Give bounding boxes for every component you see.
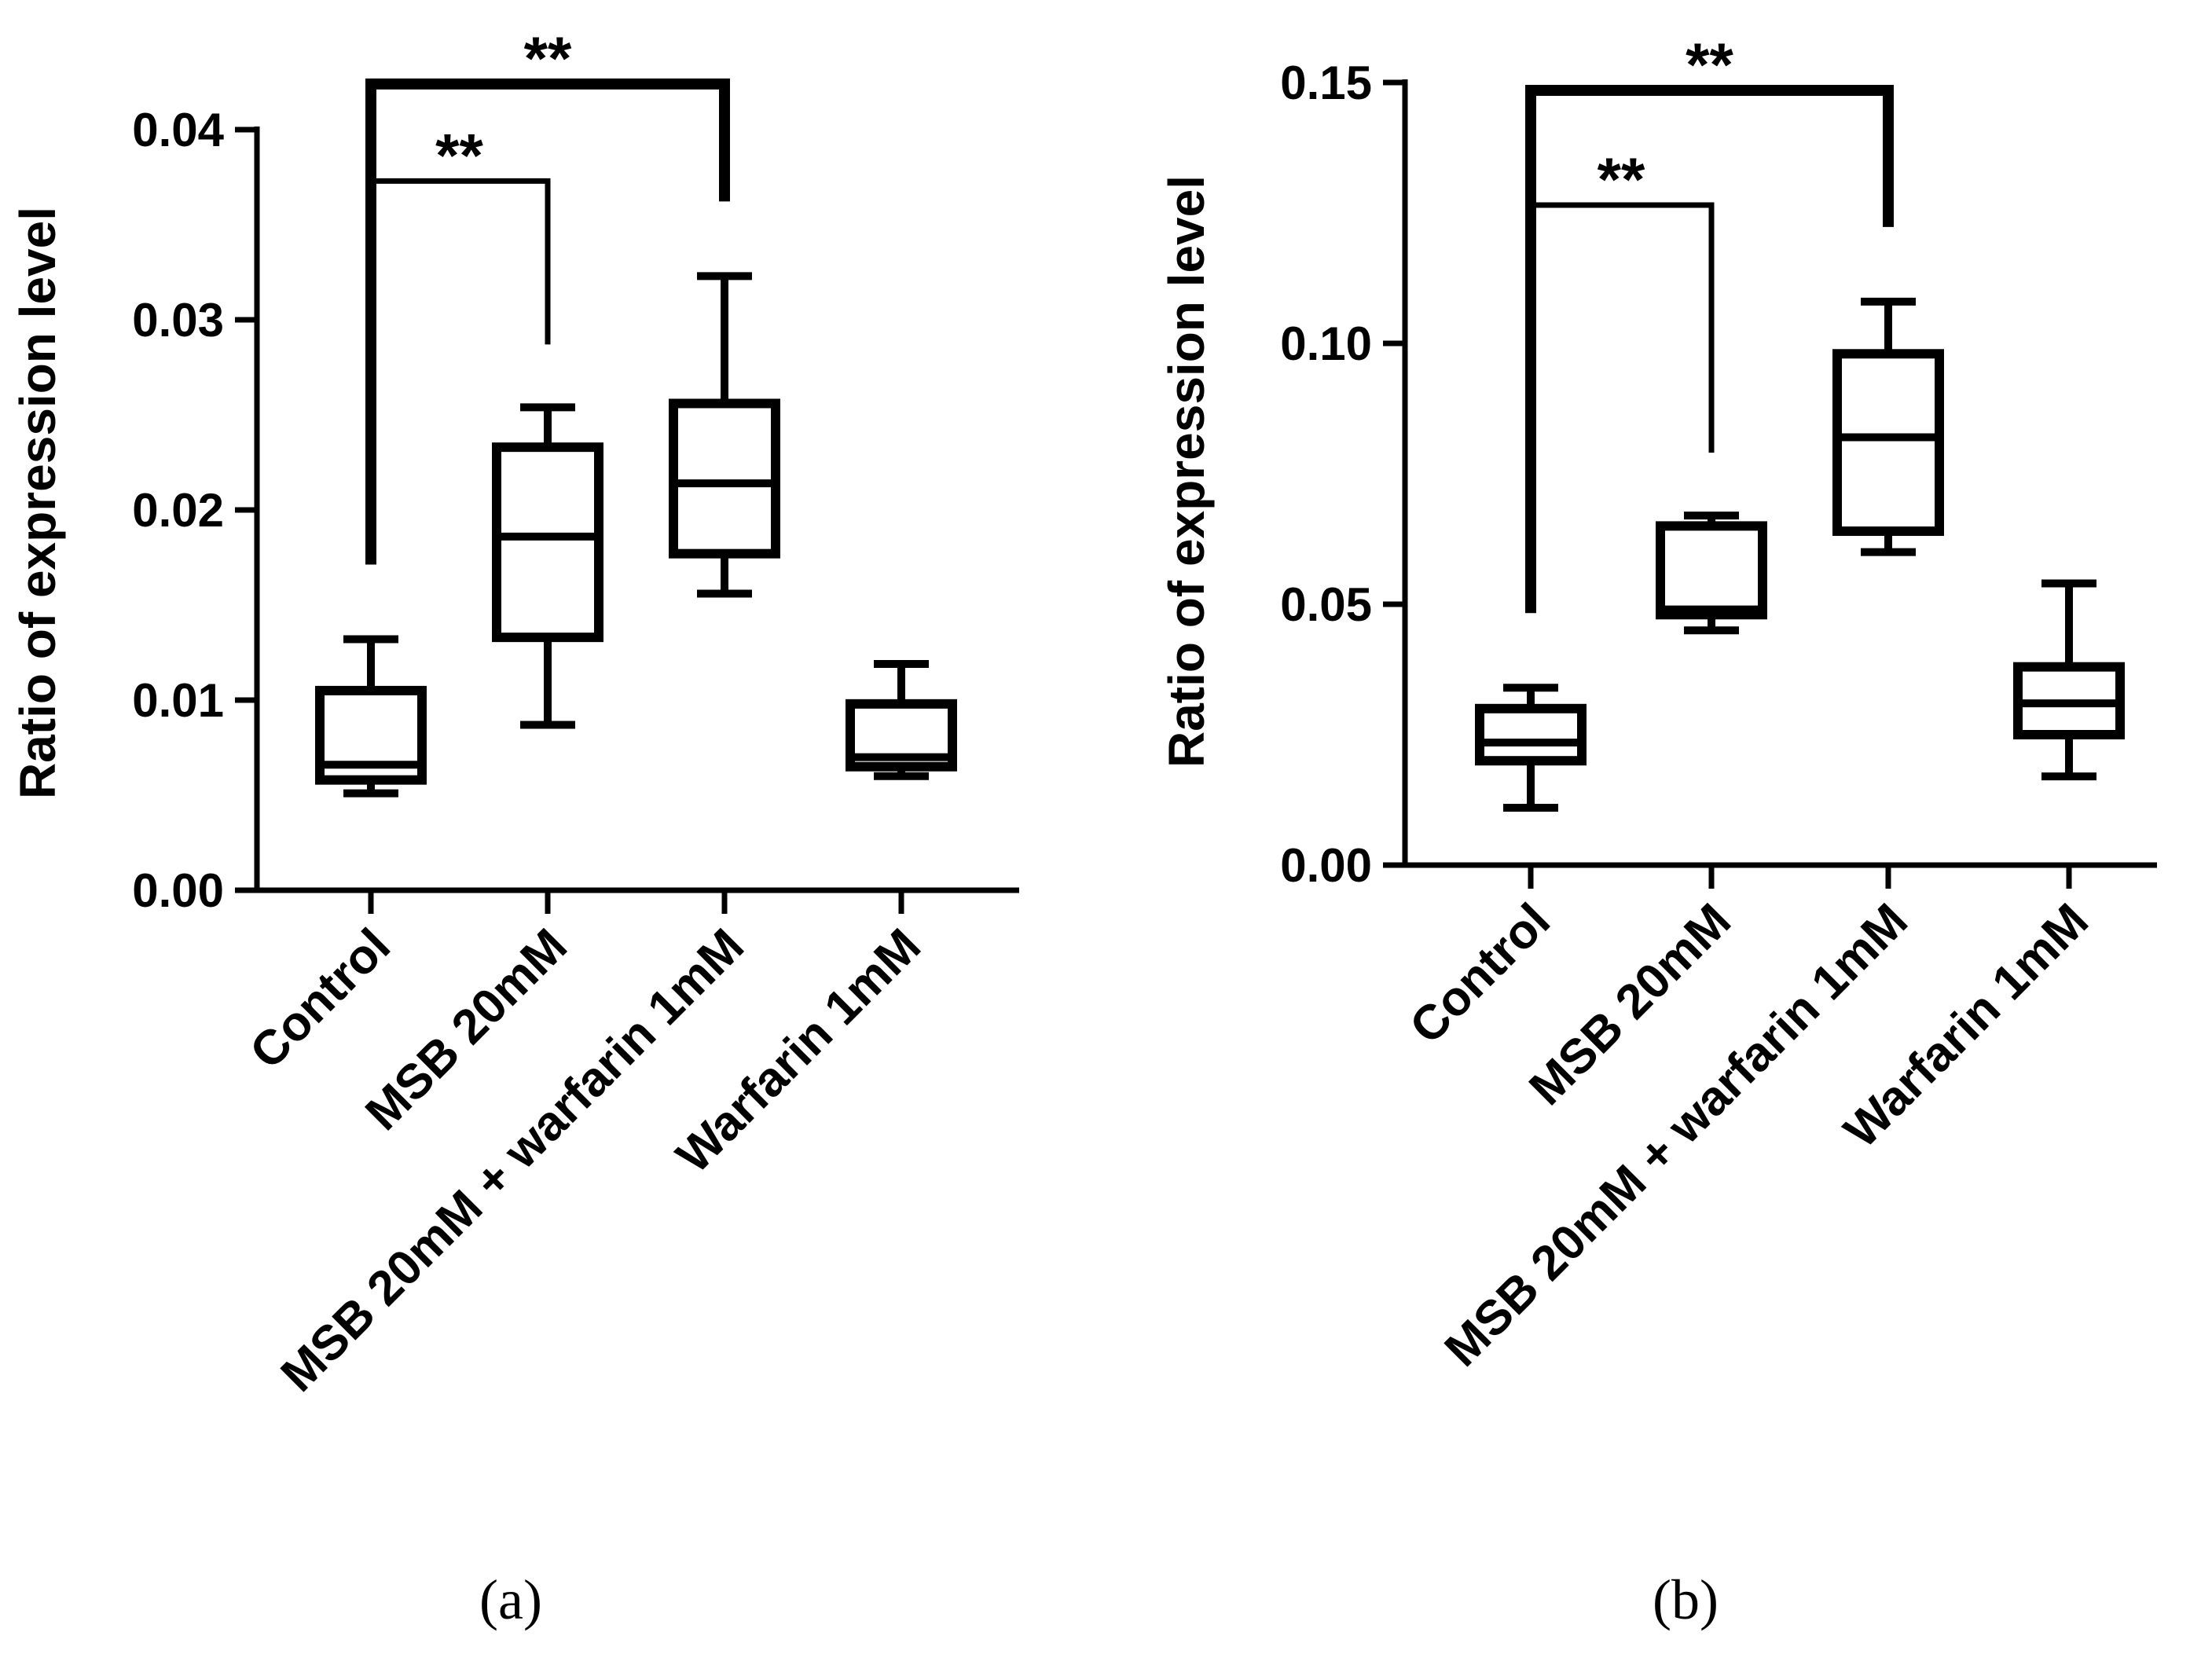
box-plot-1 <box>315 635 427 798</box>
y-tick-label: 0.02 <box>132 484 224 537</box>
significance-label: ** <box>435 120 483 189</box>
box-iqr <box>492 442 603 643</box>
y-tick-label: 0.04 <box>132 104 224 156</box>
box-iqr <box>1832 349 1944 537</box>
x-category-label: Control <box>240 919 401 1080</box>
y-tick-label: 0.05 <box>1280 578 1372 631</box>
y-tick-label: 0.15 <box>1280 57 1372 109</box>
panel-label: (b) <box>1653 1568 1719 1631</box>
box-iqr <box>1656 521 1767 620</box>
box-iqr <box>1475 703 1587 766</box>
y-axis-label: Ratio of expression level <box>1158 175 1215 768</box>
y-tick-label: 0.03 <box>132 294 224 347</box>
box-iqr <box>669 398 780 559</box>
box-plot-2 <box>492 403 603 729</box>
y-tick-label: 0.01 <box>132 674 224 727</box>
significance-bracket <box>365 78 730 565</box>
chart-panel-a: 0.00 0.01 0.02 0.03 0.04 Ratio of expression … <box>9 24 1019 1631</box>
significance-label: ** <box>1598 145 1645 214</box>
chart-panel-b: 0.00 0.05 0.10 0.15 Ratio of expression leve… <box>1158 30 2157 1631</box>
box-plot-4 <box>2013 579 2125 781</box>
y-tick-label: 0.10 <box>1280 317 1372 370</box>
significance-label: ** <box>1686 30 1733 99</box>
box-plot-3 <box>669 272 780 598</box>
significance-label: ** <box>524 24 572 93</box>
box-plot-4 <box>846 660 957 780</box>
panel-label: (a) <box>479 1568 542 1631</box>
significance-bracket <box>1525 84 1894 614</box>
y-tick-label: 0.00 <box>132 864 224 917</box>
box-plot-3 <box>1832 297 1944 556</box>
y-tick-label: 0.00 <box>1280 839 1372 892</box>
box-plot-1 <box>1475 684 1587 812</box>
y-axis-label: Ratio of expression level <box>9 207 66 799</box>
box-plot-2 <box>1656 512 1767 635</box>
x-category-label: Control <box>1399 893 1561 1054</box>
